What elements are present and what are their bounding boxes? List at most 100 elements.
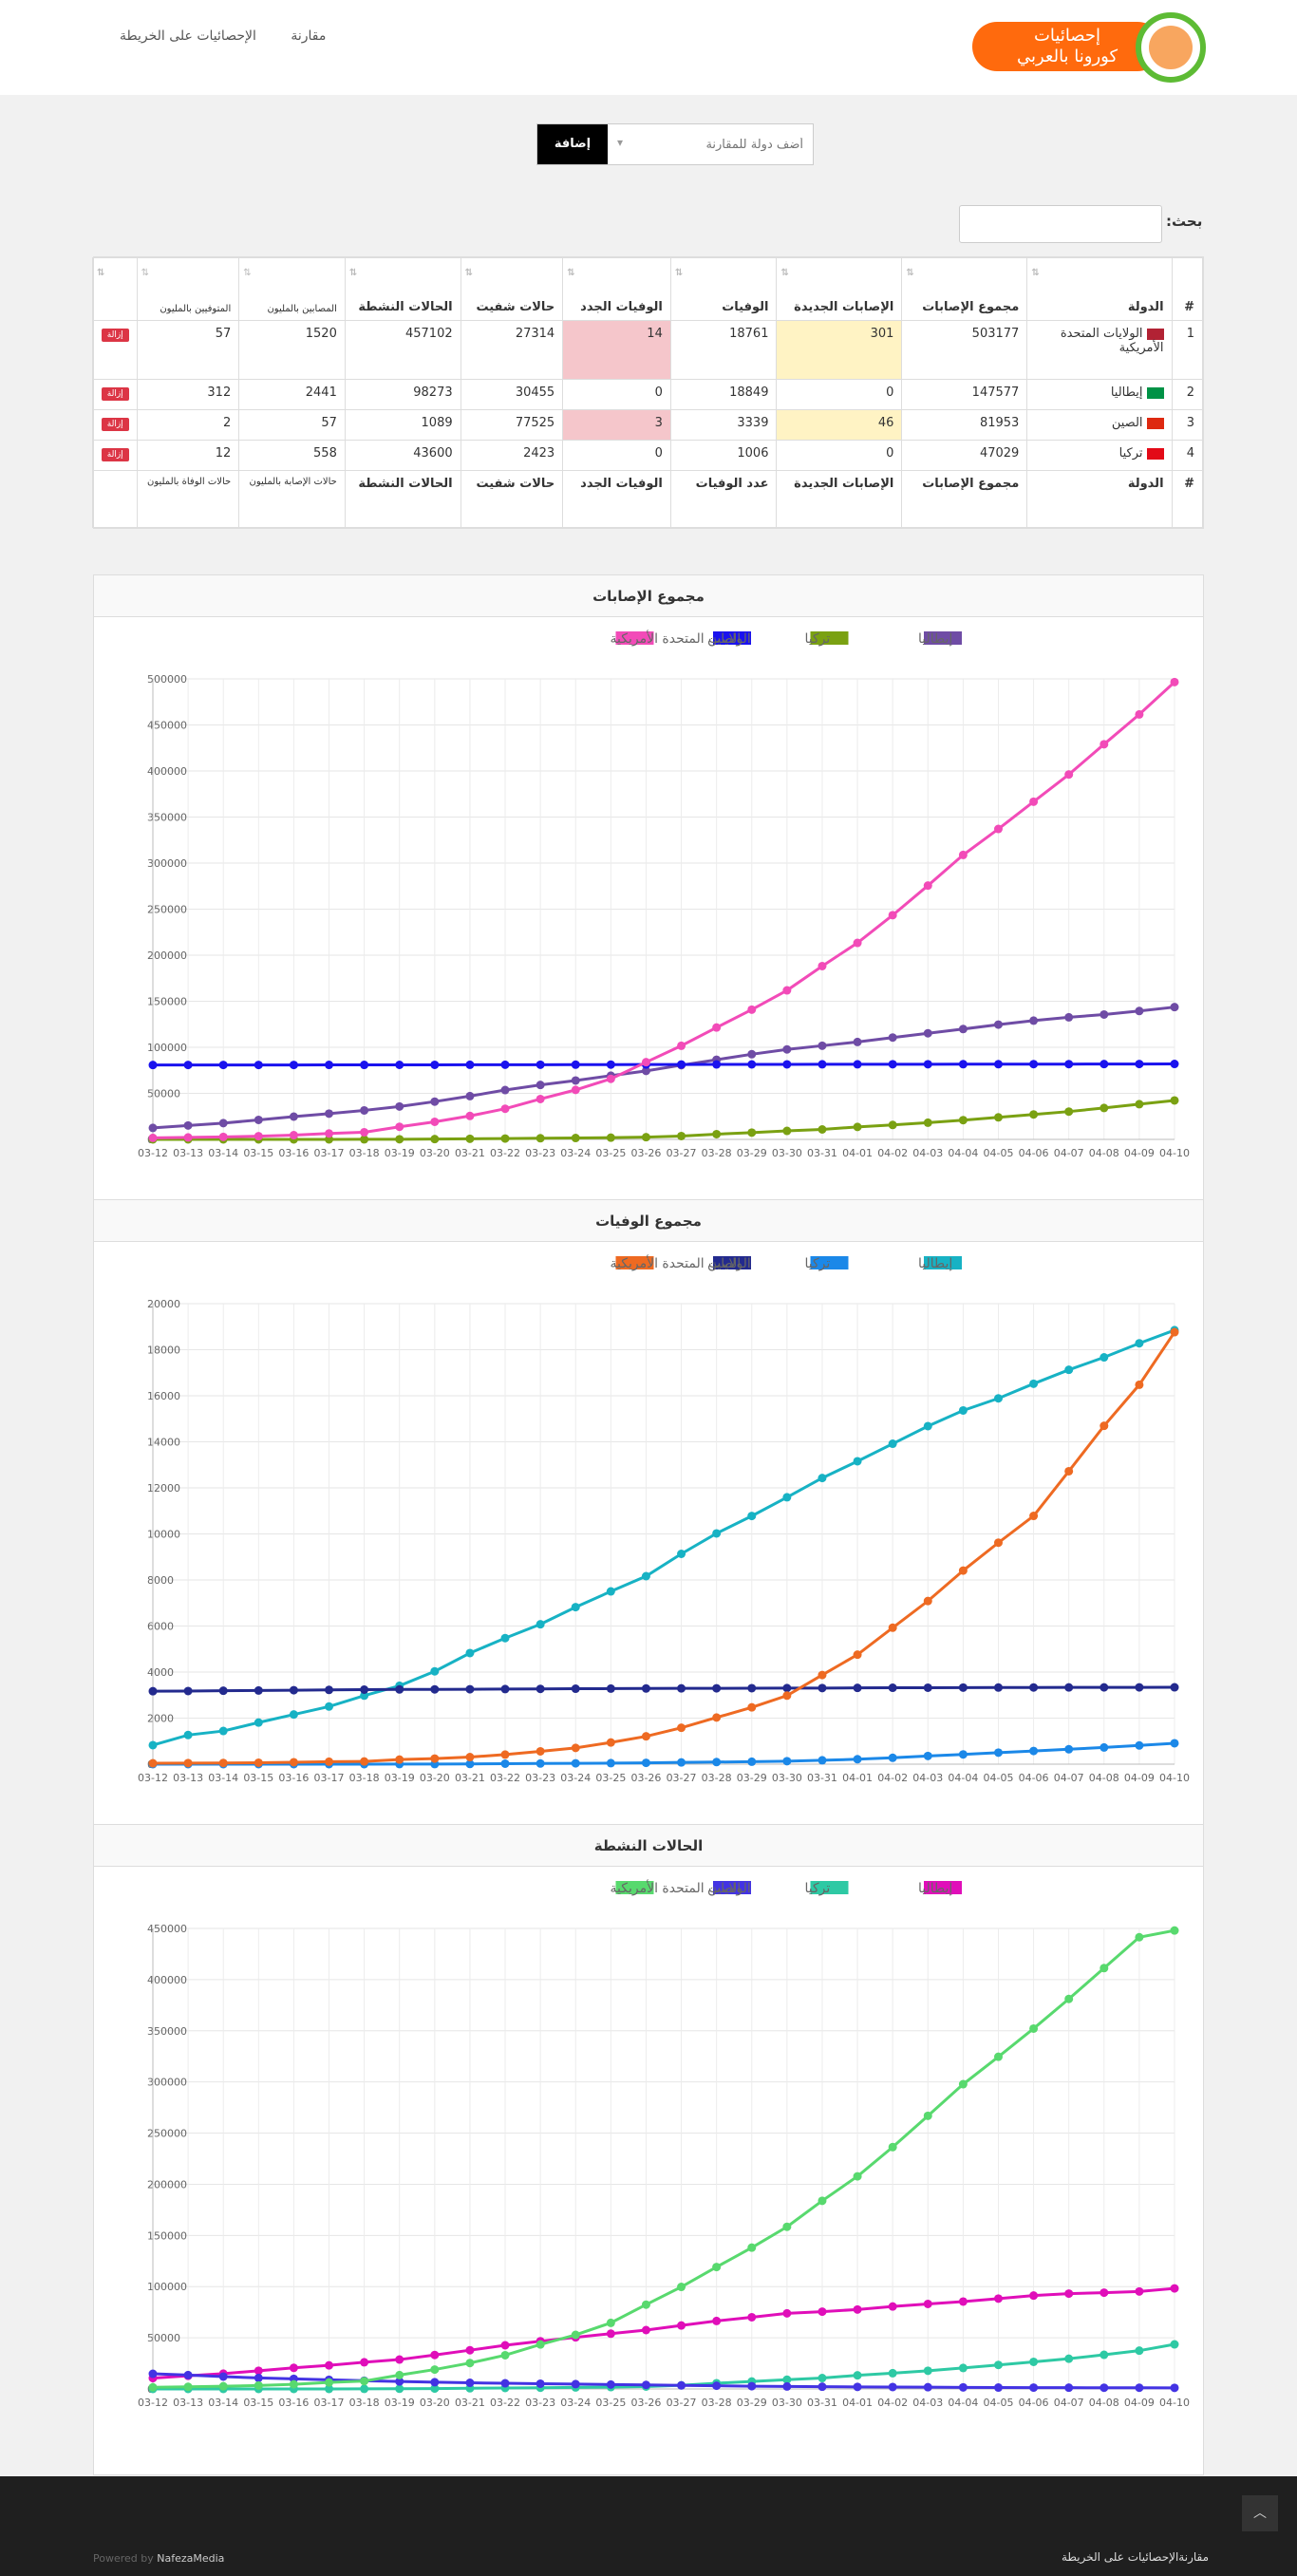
tf-actions xyxy=(92,470,138,528)
data-point xyxy=(148,1686,158,1696)
th-active[interactable]: ⇅ الحالات النشطة xyxy=(344,257,461,321)
x-tick-label: 03-30 xyxy=(772,2397,802,2409)
data-point xyxy=(958,1405,968,1415)
x-tick-label: 04-02 xyxy=(877,1147,908,1159)
data-point xyxy=(993,1060,1003,1069)
th-new-cases[interactable]: ⇅ الإصابات الجديدة xyxy=(776,257,903,321)
th-new-deaths[interactable]: ⇅ الوفيات الجدد xyxy=(562,257,671,321)
data-point xyxy=(853,2304,862,2314)
data-point xyxy=(818,2196,827,2206)
data-point xyxy=(1029,1746,1039,1756)
powered-by: Powered by NafezaMedia xyxy=(93,2552,224,2565)
data-point xyxy=(360,1685,369,1695)
th-total[interactable]: ⇅ مجموع الإصابات xyxy=(901,257,1028,321)
remove-country-button[interactable]: إزالة xyxy=(101,329,129,342)
y-tick-label: 300000 xyxy=(147,2077,187,2089)
legend-swatch xyxy=(713,631,751,645)
data-point xyxy=(325,2360,334,2370)
data-point xyxy=(641,1683,650,1693)
th-rank[interactable]: # xyxy=(1171,257,1204,321)
cell-total: 47029 xyxy=(901,440,1028,471)
th-deaths-per-million[interactable]: ⇅ المتوفيين بالمليون xyxy=(136,257,240,321)
th-recovered[interactable]: ⇅ حالات شفيت xyxy=(460,257,564,321)
country-name: الولايات المتحدة الأمريكية xyxy=(1060,327,1164,355)
sort-icon: ⇅ xyxy=(674,268,684,278)
y-tick-label: 350000 xyxy=(147,812,187,824)
data-point xyxy=(958,1750,968,1759)
cell-per-million: 1520 xyxy=(238,320,346,380)
data-point xyxy=(465,1060,475,1069)
data-point xyxy=(782,2308,792,2318)
cell-rank: 2 xyxy=(1171,379,1204,410)
data-point xyxy=(1029,1016,1039,1025)
y-tick-label: 150000 xyxy=(147,996,187,1008)
data-point xyxy=(712,1129,722,1138)
data-point xyxy=(747,1060,757,1069)
country-name: الصين xyxy=(1111,416,1143,430)
data-point xyxy=(818,1474,827,1483)
x-tick-label: 04-08 xyxy=(1089,1147,1119,1159)
data-point xyxy=(289,2379,298,2389)
add-country-button[interactable]: إضافة xyxy=(537,124,608,164)
data-point xyxy=(360,2358,369,2367)
remove-country-button[interactable]: إزالة xyxy=(101,418,129,431)
cell-recovered: 27314 xyxy=(460,320,564,380)
data-point xyxy=(465,2379,475,2388)
search-input[interactable] xyxy=(959,205,1162,243)
powered-brand[interactable]: NafezaMedia xyxy=(157,2552,225,2565)
y-tick-label: 16000 xyxy=(147,1390,180,1402)
series-line xyxy=(153,1741,1175,1766)
data-point xyxy=(818,2374,827,2383)
data-point xyxy=(606,1587,615,1596)
data-point xyxy=(782,1757,792,1766)
th-deaths-label: الوفيات xyxy=(722,300,769,314)
th-actions[interactable]: ⇅ xyxy=(92,257,138,321)
data-point xyxy=(641,2300,650,2309)
data-point xyxy=(465,1648,475,1658)
x-tick-label: 03-12 xyxy=(138,2397,168,2409)
data-point xyxy=(747,1702,757,1712)
data-point xyxy=(148,1133,158,1142)
back-to-top-button[interactable]: ︿ xyxy=(1242,2495,1278,2531)
x-tick-label: 03-20 xyxy=(420,1772,450,1784)
remove-country-button[interactable]: إزالة xyxy=(101,448,129,461)
data-point xyxy=(1135,1380,1144,1389)
add-country-select[interactable] xyxy=(608,124,813,164)
data-point xyxy=(254,2380,263,2390)
remove-country-button[interactable]: إزالة xyxy=(101,387,129,401)
x-tick-label: 03-25 xyxy=(595,1772,626,1784)
y-tick-label: 250000 xyxy=(147,2128,187,2140)
data-point xyxy=(853,1457,862,1466)
site-logo[interactable]: إحصائيات كورونا بالعربي xyxy=(972,8,1206,89)
x-tick-label: 04-07 xyxy=(1054,1772,1084,1784)
table-row: 1 الولايات المتحدة الأمريكية 503177 301 1876… xyxy=(92,320,1204,380)
cell-deaths: 18849 xyxy=(669,379,778,410)
nav-compare[interactable]: مقارنة xyxy=(291,28,327,44)
th-recovered-label: حالات شفيت xyxy=(476,300,555,314)
data-point xyxy=(641,1758,650,1768)
th-per-million[interactable]: ⇅ المصابين بالمليون xyxy=(238,257,346,321)
data-point xyxy=(818,1670,827,1680)
data-point xyxy=(606,1133,615,1142)
footer-links[interactable]: مقارنةالإحصائيات على الخريطة xyxy=(1062,2550,1210,2564)
data-point xyxy=(536,1134,545,1143)
y-tick-label: 450000 xyxy=(147,1923,187,1935)
nav-map-stats[interactable]: الإحصائيات على الخريطة xyxy=(120,28,256,44)
th-deaths[interactable]: ⇅ الوفيات xyxy=(669,257,778,321)
y-tick-label: 100000 xyxy=(147,2281,187,2293)
search-label: بحث: xyxy=(1166,213,1203,230)
th-country[interactable]: ⇅ الدولة xyxy=(1026,257,1173,321)
data-point xyxy=(958,850,968,859)
cell-country: تركيا xyxy=(1026,440,1173,471)
data-point xyxy=(1170,2340,1179,2349)
x-tick-label: 03-22 xyxy=(490,1772,520,1784)
data-point xyxy=(818,2307,827,2317)
data-point xyxy=(853,1060,862,1069)
data-point xyxy=(289,1710,298,1720)
x-tick-label: 04-09 xyxy=(1124,1147,1155,1159)
data-point xyxy=(148,1123,158,1133)
x-tick-label: 03-31 xyxy=(807,2397,837,2409)
data-point xyxy=(254,1115,263,1124)
x-tick-label: 03-13 xyxy=(173,1147,203,1159)
data-point xyxy=(571,1060,580,1069)
